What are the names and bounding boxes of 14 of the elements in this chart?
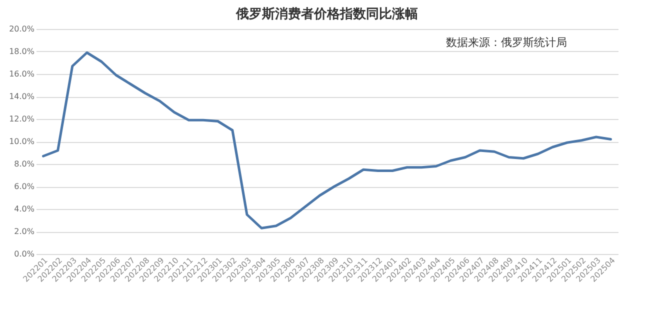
chart-title: 俄罗斯消费者价格指数同比涨幅 <box>235 7 418 22</box>
annotation: 数据来源：俄罗斯统计局 <box>446 36 567 49</box>
line-series <box>42 51 612 230</box>
y-tick-label: 0.0% <box>14 250 35 258</box>
y-tick-label: 8.0% <box>14 160 35 168</box>
y-tick-label: 10.0% <box>9 137 35 146</box>
y-tick-label: 2.0% <box>14 227 35 236</box>
y-tick-label: 16.0% <box>9 70 35 78</box>
y-tick-label: 18.0% <box>9 47 35 56</box>
y-tick-label: 6.0% <box>14 182 35 191</box>
y-tick-label: 20.0% <box>9 24 35 34</box>
y-tick-label: 12.0% <box>9 114 35 124</box>
y-tick-label: 14.0% <box>9 92 35 101</box>
y-tick-label: 4.0% <box>14 204 35 214</box>
